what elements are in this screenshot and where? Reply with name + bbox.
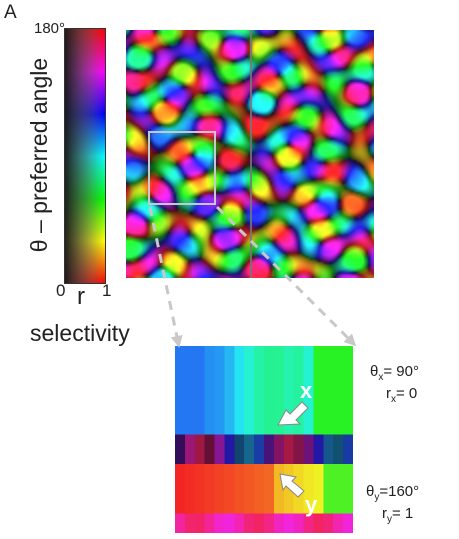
colorbar (64, 28, 106, 284)
point-y-label: y (305, 492, 318, 517)
point-x-label: x (300, 378, 313, 403)
colorbar-left-tick: 0 (56, 281, 66, 300)
colorbar-right-tick: 1 (102, 281, 112, 300)
map-divider (250, 30, 252, 278)
colorbar-top-tick: 180° (34, 20, 66, 37)
y-axis-label: θ – preferred angle (26, 57, 52, 253)
x-axis-label: selectivity (30, 320, 130, 346)
point-x-annotation: θx= 90° rx= 0 (370, 363, 419, 405)
colorbar-r-label: r (77, 283, 85, 310)
panel-letter: A (4, 2, 17, 23)
zoom-box (148, 131, 216, 205)
zoomed-orientation-map (175, 346, 353, 533)
point-y-annotation: θy=160° ry= 1 (366, 483, 420, 525)
